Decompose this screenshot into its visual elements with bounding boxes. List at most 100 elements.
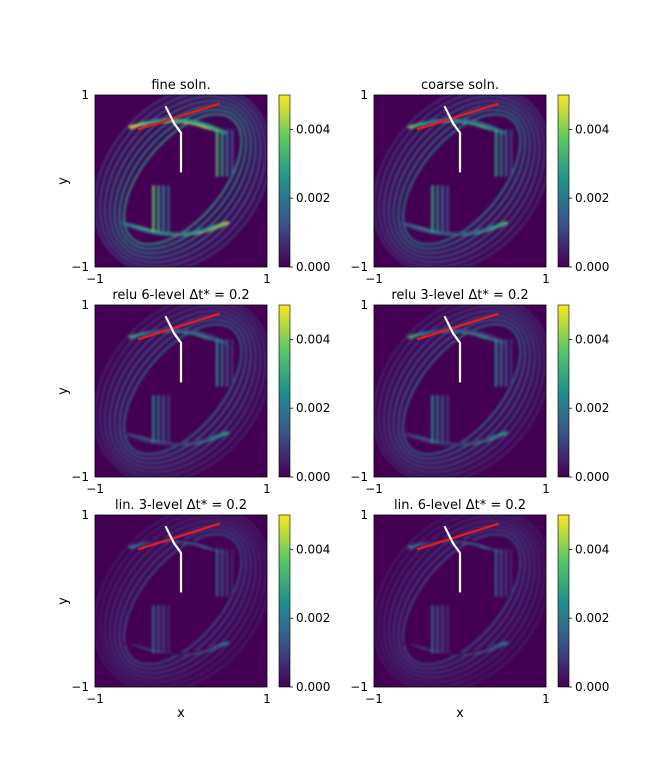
- colorbar: [557, 304, 570, 478]
- colorbar-tick-label: 0.004: [296, 542, 330, 556]
- wave-ring: [392, 314, 531, 465]
- heatmap-background: [374, 515, 546, 687]
- heatmap-field: [374, 95, 546, 267]
- colorbar-tick-label: 0.002: [575, 611, 609, 625]
- colorbar: [278, 514, 291, 688]
- wave-ring: [118, 108, 248, 250]
- wave-ring: [387, 99, 536, 259]
- red-overlay-line: [416, 522, 500, 551]
- heatmap-background: [374, 95, 546, 267]
- wave-ring: [122, 113, 243, 246]
- x-tick-right: 1: [263, 482, 271, 496]
- colorbar-tick-label: 0.000: [296, 260, 330, 274]
- heatmap-background: [95, 95, 267, 267]
- wave-ring: [377, 515, 546, 687]
- red-overlay-line: [137, 522, 221, 551]
- colorbar-tick-label: 0.002: [575, 191, 609, 205]
- colorbar-tick-label: 0.000: [296, 680, 330, 694]
- wave-ring: [377, 305, 546, 477]
- wave-arc-bottom: [121, 430, 209, 446]
- heatmap-background: [95, 305, 267, 477]
- colorbar-tick-label: 0.000: [575, 470, 609, 484]
- colorbar-tick-label: 0.002: [296, 611, 330, 625]
- colorbar-tick-label: 0.002: [296, 401, 330, 415]
- panel-6: lin. 6-level Δt* = 0.2 1 −1−1 1 x 0.000 0.002 0…: [350, 498, 609, 721]
- heatmap-field: [374, 305, 546, 477]
- y-tick-top: 1: [360, 88, 368, 102]
- colorbar-tick-label: 0.004: [575, 122, 609, 136]
- wave-ring: [387, 309, 536, 469]
- panel-5: lin. 3-level Δt* = 0.2 1 −1−1 1 y x 0.000 0.002…: [56, 498, 330, 721]
- y-tick-bottom: −1: [350, 470, 368, 484]
- panel-title: relu 3-level Δt* = 0.2: [391, 288, 528, 303]
- y-tick-top: 1: [81, 508, 89, 522]
- wave-arc-bottom: [121, 220, 209, 236]
- x-axis-label: x: [177, 706, 185, 721]
- colorbar-tick-label: 0.004: [296, 332, 330, 346]
- wave-ring: [401, 113, 522, 246]
- y-tick-top: 1: [81, 88, 89, 102]
- wave-ring: [98, 305, 267, 477]
- red-overlay-line: [416, 312, 500, 341]
- colorbar: [557, 94, 570, 268]
- y-tick-bottom: −1: [71, 260, 89, 274]
- wave-ring: [103, 515, 262, 684]
- heatmap-background: [374, 305, 546, 477]
- wave-ring: [401, 533, 522, 666]
- heatmap-field: [95, 95, 267, 267]
- wave-ring: [122, 533, 243, 666]
- wave-arc-top: [428, 328, 507, 345]
- wave-arc-bottom: [400, 640, 488, 656]
- heatmap-background: [95, 515, 267, 687]
- wave-ring: [397, 528, 527, 670]
- wave-ring: [103, 305, 262, 474]
- white-overlay-line: [164, 105, 183, 173]
- wave-ring: [113, 314, 252, 465]
- colorbar-tick-label: 0.002: [296, 191, 330, 205]
- wave-ring: [392, 524, 531, 675]
- wave-ring: [98, 515, 267, 687]
- wave-arc-top: [149, 118, 228, 135]
- x-tick-left: −1: [86, 692, 104, 706]
- wave-ring: [108, 99, 257, 259]
- y-tick-top: 1: [81, 298, 89, 312]
- wave-arc-top: [149, 538, 228, 555]
- colorbar-tick-label: 0.004: [575, 542, 609, 556]
- wave-ring: [113, 104, 252, 255]
- wave-arc-top: [428, 538, 507, 555]
- colorbar: [557, 514, 570, 688]
- wave-ring: [382, 515, 541, 684]
- white-overlay-line: [443, 315, 462, 383]
- red-overlay-line: [416, 102, 500, 131]
- plot-frame: [373, 514, 547, 688]
- colorbar: [278, 94, 291, 268]
- colorbar-tick-label: 0.000: [296, 470, 330, 484]
- wave-ring: [95, 95, 267, 267]
- red-overlay-line: [137, 102, 221, 131]
- y-axis-label: y: [56, 597, 71, 605]
- wave-ring: [108, 519, 257, 679]
- y-tick-top: 1: [360, 508, 368, 522]
- wave-ring: [374, 305, 546, 477]
- x-tick-left: −1: [86, 272, 104, 286]
- heatmap-field: [95, 515, 267, 687]
- plot-frame: [94, 514, 268, 688]
- wave-ring: [392, 104, 531, 255]
- y-tick-top: 1: [360, 298, 368, 312]
- x-tick-right: 1: [542, 692, 550, 706]
- wave-ring: [118, 318, 248, 460]
- white-overlay-line: [164, 315, 183, 383]
- wave-ring: [113, 524, 252, 675]
- panel-1: fine soln. 1 −1−1 1 y 0.000 0.002 0.004: [56, 78, 330, 286]
- wave-ring: [103, 95, 262, 264]
- y-tick-bottom: −1: [350, 260, 368, 274]
- wave-ring: [95, 305, 267, 477]
- colorbar: [278, 304, 291, 478]
- heatmap-field: [95, 305, 267, 477]
- wave-ring: [95, 515, 267, 687]
- wave-ring: [374, 515, 546, 687]
- wave-ring: [108, 309, 257, 469]
- panel-title: fine soln.: [151, 78, 210, 93]
- wave-ring: [374, 95, 546, 267]
- plot-frame: [373, 304, 547, 478]
